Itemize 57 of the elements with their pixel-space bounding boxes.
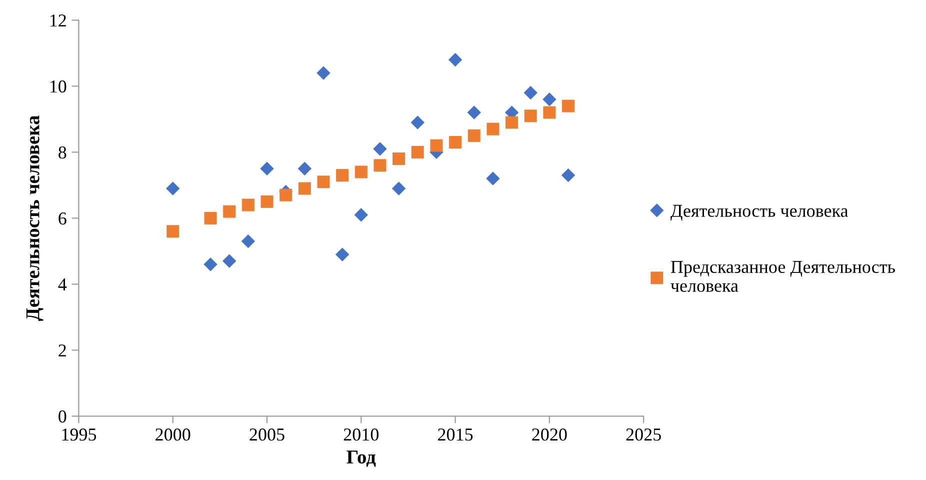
point bbox=[222, 254, 236, 268]
point bbox=[486, 122, 500, 136]
x-tick-label: 2025 bbox=[626, 428, 661, 441]
point bbox=[354, 208, 368, 222]
x-tick-label: 2015 bbox=[438, 428, 473, 441]
y-tick-label: 6 bbox=[58, 212, 66, 225]
point bbox=[354, 166, 368, 178]
point bbox=[374, 159, 386, 172]
point bbox=[543, 106, 556, 119]
point bbox=[260, 195, 274, 208]
point bbox=[204, 257, 218, 272]
point bbox=[204, 212, 217, 224]
point bbox=[166, 225, 180, 238]
point bbox=[298, 182, 311, 195]
y-axis-title: Деятельность человека bbox=[26, 116, 44, 321]
x-tick-label: 2010 bbox=[344, 428, 379, 441]
point bbox=[524, 110, 537, 122]
x-tick-label: 2020 bbox=[532, 428, 567, 441]
y-tick-label: 10 bbox=[50, 80, 66, 93]
point bbox=[542, 92, 556, 106]
point bbox=[336, 169, 349, 182]
x-axis-title: Год bbox=[346, 450, 376, 467]
legend-label: Предсказанное Деятельность человека bbox=[670, 261, 895, 292]
x-tick-label: 2005 bbox=[250, 428, 284, 441]
point bbox=[506, 116, 518, 129]
point bbox=[260, 162, 274, 176]
point bbox=[166, 182, 180, 196]
point bbox=[280, 188, 292, 202]
y-tick-label: 12 bbox=[50, 14, 66, 26]
legend-label: Деятельность человека bbox=[670, 204, 848, 221]
x-tick-label: 2000 bbox=[156, 428, 190, 441]
point bbox=[298, 162, 312, 176]
y-tick-label: 0 bbox=[58, 410, 66, 423]
point bbox=[486, 172, 500, 186]
y-tick-label: 8 bbox=[58, 146, 66, 159]
point bbox=[241, 234, 256, 248]
point bbox=[410, 116, 424, 130]
point bbox=[223, 205, 236, 218]
x-tick-label: 1995 bbox=[62, 428, 96, 441]
y-tick-label: 2 bbox=[58, 344, 66, 356]
y-tick-label: 4 bbox=[58, 278, 67, 290]
point bbox=[430, 139, 443, 152]
point bbox=[392, 182, 406, 196]
point bbox=[524, 86, 538, 100]
point bbox=[242, 198, 254, 212]
point bbox=[392, 152, 406, 166]
point bbox=[316, 66, 330, 80]
point bbox=[467, 106, 481, 120]
point bbox=[562, 100, 575, 112]
point bbox=[561, 168, 576, 182]
point bbox=[411, 146, 424, 158]
point bbox=[317, 176, 330, 188]
point bbox=[449, 136, 462, 149]
point bbox=[335, 248, 350, 262]
point bbox=[468, 129, 480, 142]
point bbox=[448, 52, 462, 67]
point bbox=[373, 142, 387, 156]
